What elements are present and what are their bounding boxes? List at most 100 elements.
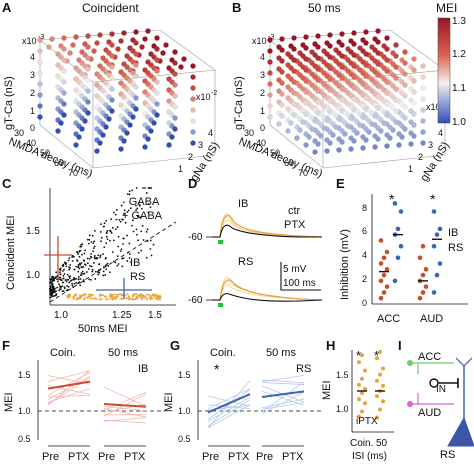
individual-line [261,398,305,409]
grid-point [61,112,67,118]
grid-point [151,120,157,126]
grid-point [85,44,91,50]
scatter-point [144,187,146,189]
significance-star: * [214,361,220,377]
data-point-ib [420,290,426,295]
scatter-point [73,277,75,280]
scatter-point [122,257,125,260]
scatter-point [92,250,94,253]
scatter-point [114,228,117,231]
grid-point [285,128,291,134]
scatter-point [135,293,138,296]
data-point-rs [395,255,401,261]
scatter-point [97,269,100,272]
grid-point [351,96,357,102]
scatter-point [138,203,141,206]
grid-point [154,90,160,96]
scatter-point [76,250,79,253]
grid-point [339,42,345,48]
scatter-point [102,225,105,228]
scatter-point [102,274,105,277]
grid-point [172,49,178,55]
data-point-ib [384,249,390,255]
z-multiplier: x10 [196,92,211,102]
scatter-point [130,261,133,264]
scatter-point [103,246,106,249]
scatter-point [88,257,91,260]
data-point [375,394,379,399]
grid-point [61,90,67,96]
y-tick: 0 [30,123,35,133]
scatter-point [148,187,151,189]
grid-point [267,81,273,87]
scatter-point [72,295,75,298]
data-point [360,353,364,358]
scatter-point [71,260,74,262]
scatter-point [128,190,131,193]
scatter-point [115,218,118,221]
scatter-point [73,268,76,271]
grid-point [37,81,43,87]
grid-point [420,74,426,80]
grid-point [291,57,297,63]
grid-point [315,33,321,39]
scatter-point [102,253,104,256]
scatter-point [87,242,90,245]
scatter-point [121,218,124,221]
rs-label: RS [130,271,145,283]
scatter-point [67,278,70,281]
data-point [381,383,385,388]
grid-point [154,68,160,74]
scatter-point [116,226,119,228]
panel-letter: F [2,338,10,353]
grid-point [279,113,285,119]
grid-point [408,141,414,147]
x-tick: 1.5 [148,310,162,321]
colorbar-title: MEI [436,1,457,15]
panel-i: I ACC AUD IN RS [398,338,474,461]
grid-point [384,90,390,96]
grid-point [411,100,417,106]
scatter-point [147,203,150,205]
grid-point [309,126,315,132]
grid-point [190,96,196,102]
scatter-point [80,245,83,248]
scatter-point [147,211,150,214]
data-point [375,356,379,361]
grid-point [420,129,426,135]
scatter-point [82,279,85,281]
scatter-point [79,274,82,276]
scatter-point [58,268,61,271]
scatter-point [149,297,152,300]
grid-point [411,56,417,62]
scatter-point [49,285,52,288]
y-axis-label: gT-Ca (nS) [3,76,15,130]
grid-point [172,71,178,77]
z-tick: 3 [198,140,203,150]
grid-point [100,132,106,138]
scatter-point [75,281,78,284]
individual-line [207,396,251,422]
paired-lines [47,369,147,424]
grid-point [46,44,52,50]
grid-point [142,36,148,42]
scatter-point [129,207,132,210]
x-tick: 1.25 [112,310,132,321]
y-axis-label: MEI [321,380,333,400]
data-point [363,386,367,391]
grid-point [327,32,333,38]
scale-voltage: 5 mV [283,264,307,275]
z-tick: 3 [428,140,433,150]
scatter-point [89,255,92,258]
scatter-point [62,270,64,272]
grid-point [148,128,154,134]
y-tick: 1 [30,106,35,116]
panel-d: D IB ctr PTX -60 RS -60 5 mV 100 ms [188,176,323,307]
scatter-point [109,297,112,300]
y-tick: 4 [362,250,367,260]
scatter-point [140,296,143,299]
grid-point [384,112,390,118]
scatter-point [82,265,85,268]
scatter-point [99,231,102,233]
individual-line [47,394,91,398]
